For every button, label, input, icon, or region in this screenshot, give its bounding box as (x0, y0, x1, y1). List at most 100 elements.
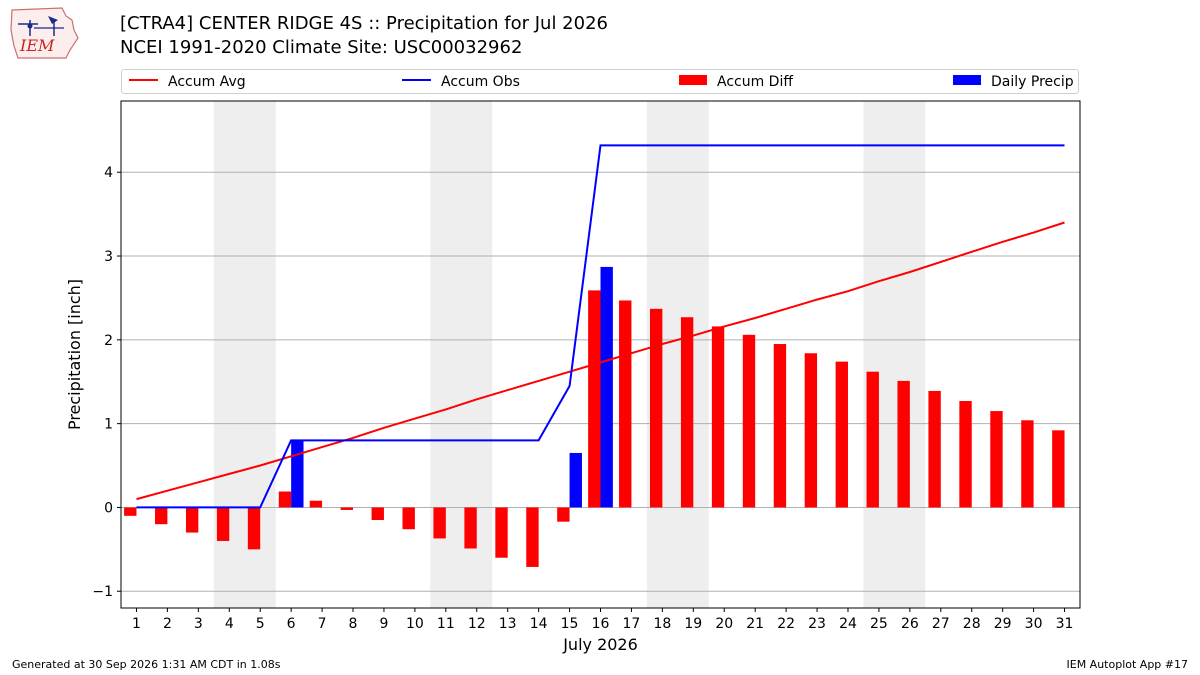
legend-item-accum-obs: Accum Obs (402, 73, 520, 91)
x-tick-label: 21 (746, 616, 764, 632)
x-tick-label: 28 (963, 616, 981, 632)
accum-diff-bar (866, 371, 879, 508)
accum-diff-bar (742, 334, 756, 508)
x-tick-label: 10 (406, 616, 424, 632)
legend-label-accum-avg: Accum Avg (168, 74, 246, 90)
x-tick-label: 18 (653, 616, 671, 632)
legend-swatch-accum-diff (679, 75, 707, 85)
accum-diff-bar (185, 507, 199, 533)
accum-diff-bar (124, 507, 137, 516)
title-line-2: NCEI 1991-2020 Climate Site: USC00032962 (120, 37, 523, 58)
y-tick-label: 0 (104, 500, 113, 516)
accum-diff-bar (526, 507, 539, 567)
accum-avg-line (136, 221, 1065, 501)
legend-label-accum-obs: Accum Obs (441, 74, 520, 90)
accum-diff-bar (804, 353, 818, 508)
accum-diff-bar (216, 507, 230, 541)
x-tick-label: 25 (870, 616, 888, 632)
x-tick-label: 29 (994, 616, 1012, 632)
x-tick-label: 11 (437, 616, 455, 632)
iem-logo: IEM (8, 6, 80, 64)
accum-diff-bar (371, 507, 384, 521)
x-tick-label: 24 (839, 616, 857, 632)
legend: Accum Avg Accum Obs Accum Diff Daily Pre… (121, 69, 1079, 94)
x-tick-label: 1 (132, 616, 141, 632)
x-tick-label: 19 (684, 616, 702, 632)
x-tick-label: 27 (932, 616, 950, 632)
legend-item-accum-diff: Accum Diff (679, 73, 793, 91)
x-tick-label: 6 (287, 616, 296, 632)
x-axis-label: July 2026 (562, 635, 638, 654)
accum-diff-bar (278, 491, 292, 508)
legend-label-daily-precip: Daily Precip (991, 74, 1074, 90)
y-tick-label: 4 (104, 165, 113, 181)
accum-diff-bar (309, 500, 323, 508)
accum-obs-line (136, 144, 1065, 509)
daily-precip-bar (600, 266, 613, 508)
page-title: [CTRA4] CENTER RIDGE 4S :: Precipitation… (120, 12, 608, 60)
x-tick-label: 3 (194, 616, 203, 632)
accum-diff-bar (835, 361, 848, 508)
x-tick-label: 2 (163, 616, 172, 632)
accum-diff-bar (897, 380, 910, 508)
accum-diff-bar (928, 390, 941, 508)
accum-diff-bar (990, 411, 1003, 508)
x-tick-label: 16 (592, 616, 610, 632)
accum-diff-bar (773, 344, 787, 508)
accum-diff-bar (959, 401, 972, 508)
accum-diff-bar (340, 507, 354, 510)
accum-diff-bar (649, 308, 663, 508)
daily-precip-bar (291, 440, 304, 508)
x-tick-label: 7 (318, 616, 327, 632)
x-tick-label: 13 (499, 616, 517, 632)
daily-precip-bar (569, 452, 582, 508)
accum-diff-bar (680, 317, 694, 508)
x-tick-label: 22 (777, 616, 795, 632)
x-tick-label: 17 (623, 616, 641, 632)
lines (136, 144, 1065, 509)
accum-diff-bar (155, 507, 168, 525)
x-tick-label: 5 (256, 616, 265, 632)
generated-timestamp: Generated at 30 Sep 2026 1:31 AM CDT in … (12, 658, 281, 671)
accum-diff-bar (557, 507, 570, 522)
app-credit: IEM Autoplot App #17 (1066, 658, 1189, 671)
accum-diff-bar (1052, 430, 1065, 508)
legend-swatch-accum-avg (129, 79, 158, 81)
accum-diff-bar (1021, 420, 1034, 508)
title-line-1: [CTRA4] CENTER RIDGE 4S :: Precipitation… (120, 13, 608, 34)
accum-diff-bar (433, 507, 446, 539)
x-tick-label: 8 (349, 616, 358, 632)
legend-item-daily-precip: Daily Precip (953, 73, 1074, 91)
x-tick-label: 20 (715, 616, 733, 632)
x-tick-label: 30 (1025, 616, 1043, 632)
x-tick-label: 26 (901, 616, 919, 632)
y-axis-label: Precipitation [inch] (65, 279, 84, 430)
weekend-shading (213, 101, 926, 608)
accum-diff-bar (247, 507, 261, 550)
x-tick-label: 23 (808, 616, 826, 632)
x-tick-label: 12 (468, 616, 486, 632)
x-tick-label: 15 (561, 616, 579, 632)
x-tick-label: 31 (1056, 616, 1074, 632)
svg-text:IEM: IEM (19, 36, 55, 55)
legend-label-accum-diff: Accum Diff (717, 74, 794, 90)
accum-diff-bar (711, 326, 725, 508)
accum-diff-bar (588, 290, 601, 508)
bars (124, 266, 1065, 567)
accum-diff-bar (464, 507, 477, 549)
y-tick-label: 3 (104, 249, 113, 265)
x-tick-label: 9 (379, 616, 388, 632)
legend-swatch-daily-precip (953, 75, 981, 85)
y-tick-label: 1 (104, 417, 113, 433)
weekend-band (863, 101, 926, 608)
legend-item-accum-avg: Accum Avg (129, 73, 246, 91)
x-tick-label: 4 (225, 616, 234, 632)
accum-diff-bar (495, 507, 508, 558)
y-tick-label: 2 (104, 333, 113, 349)
x-tick-label: 14 (530, 616, 548, 632)
accum-diff-bar (619, 300, 632, 508)
y-tick-label: −1 (92, 584, 113, 600)
axis-ticks: 1 2 3 4 5 6 7 8 9 10 11 12 13 14 15 16 17 18 19 20 21 22 23 24 2… (92, 165, 1073, 632)
accum-diff-bar (402, 507, 415, 530)
